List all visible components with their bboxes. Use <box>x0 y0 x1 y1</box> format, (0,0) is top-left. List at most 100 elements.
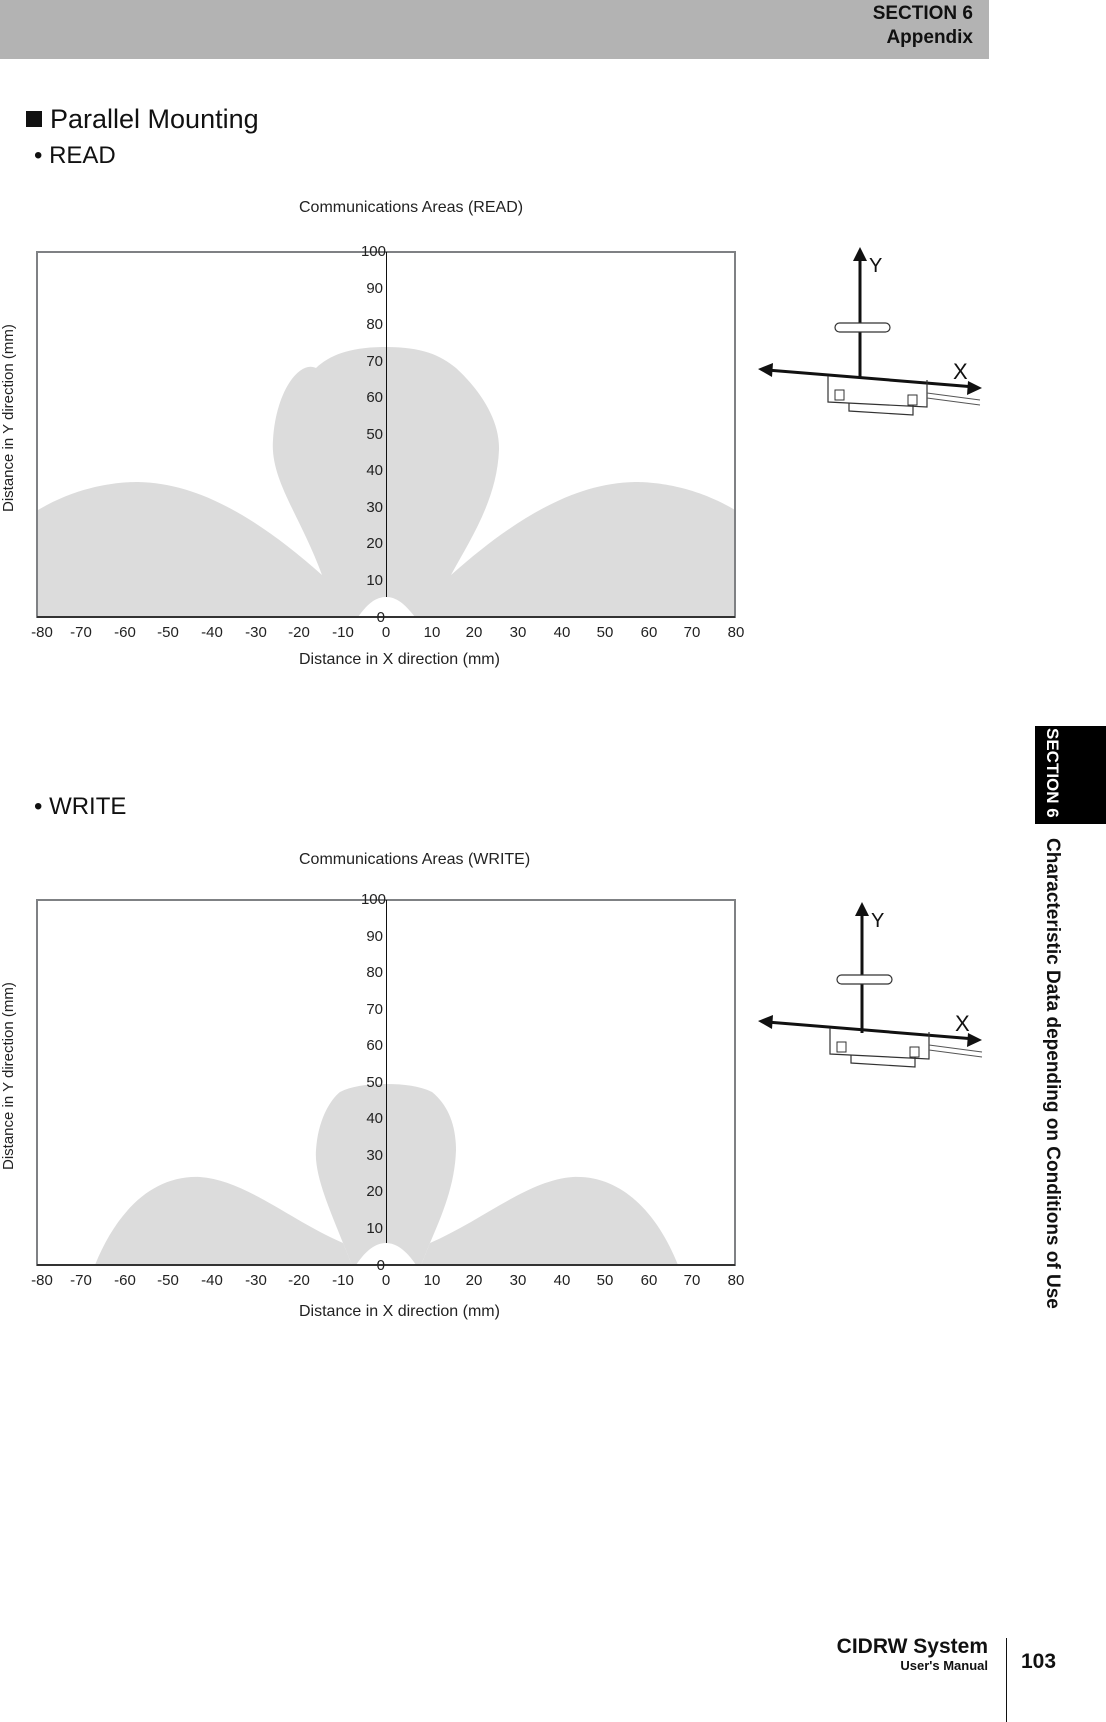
y-tick: 50 <box>366 426 383 443</box>
write-chart-title: Communications Areas (WRITE) <box>299 851 531 868</box>
side-section-tab <box>1035 726 1106 824</box>
x-tick: -80 <box>31 624 53 641</box>
y-tick: 70 <box>366 1001 383 1018</box>
read-dead-zone <box>358 597 415 617</box>
x-tick: 0 <box>382 1272 390 1289</box>
y-tick: 100 <box>361 243 386 260</box>
x-arrow-left-icon <box>758 1015 773 1029</box>
x-tick: 30 <box>510 1272 527 1289</box>
y-tick: 20 <box>366 1183 383 1200</box>
x-tick: -20 <box>288 1272 310 1289</box>
y-arrow-icon <box>855 902 869 916</box>
read-y-ticks: 0 10 20 30 40 50 60 70 80 90 100 <box>361 243 386 626</box>
y-tick: 70 <box>366 353 383 370</box>
y-axis-label: Y <box>869 255 882 277</box>
x-tick: 70 <box>684 624 701 641</box>
x-tick: -50 <box>157 1272 179 1289</box>
footer-manual-name: User's Manual <box>900 1658 988 1673</box>
x-tick: 30 <box>510 624 527 641</box>
section-header-bar: SECTION 6 Appendix <box>0 0 989 59</box>
read-right-lobe <box>430 482 735 617</box>
x-tick: 80 <box>728 624 745 641</box>
read-chart-title: Communications Areas (READ) <box>299 199 524 216</box>
x-tick: 60 <box>641 1272 658 1289</box>
read-x-ticks: -80 -70 -60 -50 -40 -30 -20 -10 0 10 20 … <box>31 624 744 641</box>
y-tick: 80 <box>366 316 383 333</box>
y-tick: 80 <box>366 964 383 981</box>
write-right-lobe <box>421 1176 678 1265</box>
x-tick: 10 <box>424 1272 441 1289</box>
footer-product: CIDRW System User's Manual <box>837 1636 988 1674</box>
y-tick: 20 <box>366 535 383 552</box>
y-tick: 30 <box>366 1147 383 1164</box>
x-tick: -60 <box>114 1272 136 1289</box>
side-tab-section-label: SECTION 6 <box>1043 728 1062 818</box>
write-left-lobe <box>95 1176 352 1265</box>
y-tick: 10 <box>366 1220 383 1237</box>
x-tick: 70 <box>684 1272 701 1289</box>
x-tick: -40 <box>201 624 223 641</box>
y-tick: 30 <box>366 499 383 516</box>
x-tick: -20 <box>288 624 310 641</box>
page-heading: Parallel Mounting <box>26 104 259 135</box>
y-tick: 40 <box>366 462 383 479</box>
y-tick: 10 <box>366 572 383 589</box>
y-tick: 60 <box>366 1037 383 1054</box>
x-tick: -50 <box>157 624 179 641</box>
x-arrow-right-icon <box>967 381 982 395</box>
x-tick: 40 <box>554 1272 571 1289</box>
section-header-text: SECTION 6 Appendix <box>873 2 973 50</box>
read-chart: -80 -70 -60 -50 -40 -30 -20 -10 0 10 20 … <box>31 243 744 641</box>
x-tick: -70 <box>70 624 92 641</box>
x-tick: -60 <box>114 624 136 641</box>
read-chart-plot-area <box>36 251 736 618</box>
y-tick: 50 <box>366 1074 383 1091</box>
page-number: 103 <box>1021 1650 1057 1673</box>
x-axis-label: X <box>953 359 968 384</box>
section-subtitle: Appendix <box>886 27 973 48</box>
y-arrow-icon <box>853 247 867 261</box>
y-tick: 40 <box>366 1110 383 1127</box>
x-tick: -30 <box>245 1272 267 1289</box>
read-subheading: • READ <box>34 142 116 169</box>
write-center-lobe <box>315 1084 456 1265</box>
x-tick: 80 <box>728 1272 745 1289</box>
x-tick: -10 <box>332 1272 354 1289</box>
read-mounting-diagram: Y X <box>758 247 982 416</box>
x-tick: 60 <box>641 624 658 641</box>
x-tick: -80 <box>31 1272 53 1289</box>
x-tick: -70 <box>70 1272 92 1289</box>
x-tick: -30 <box>245 624 267 641</box>
y-tick: 0 <box>377 609 385 626</box>
black-square-icon <box>26 111 42 127</box>
y-tick: 60 <box>366 389 383 406</box>
read-center-lobe <box>272 347 500 617</box>
read-left-lobe <box>38 482 343 617</box>
x-tick: 50 <box>597 624 614 641</box>
write-chart: -80 -70 -60 -50 -40 -30 -20 -10 0 10 20 … <box>31 891 744 1289</box>
y-axis-label: Y <box>871 910 884 932</box>
x-arrow-right-icon <box>967 1033 982 1047</box>
section-label: SECTION 6 <box>872 3 973 24</box>
write-y-ticks: 0 10 20 30 40 50 60 70 80 90 100 <box>361 891 386 1274</box>
write-chart-x-title: Distance in X direction (mm) <box>299 1303 500 1320</box>
x-tick: -10 <box>332 624 354 641</box>
x-arrow-left-icon <box>758 363 773 377</box>
y-tick: 0 <box>377 1257 385 1274</box>
write-dead-zone <box>356 1243 416 1265</box>
write-chart-plot-area <box>36 899 736 1266</box>
x-tick: 20 <box>466 624 483 641</box>
x-tick: 40 <box>554 624 571 641</box>
y-tick: 90 <box>366 928 383 945</box>
write-x-ticks: -80 -70 -60 -50 -40 -30 -20 -10 0 10 20 … <box>31 1272 744 1289</box>
write-mounting-diagram: Y X <box>758 902 983 1068</box>
y-tick: 100 <box>361 891 386 908</box>
x-tick: 20 <box>466 1272 483 1289</box>
x-tick: 10 <box>424 624 441 641</box>
side-tab-title: Characteristic Data depending on Conditi… <box>1042 838 1063 1309</box>
x-tick: -40 <box>201 1272 223 1289</box>
heading-text: Parallel Mounting <box>50 104 259 134</box>
x-axis-label: X <box>955 1011 970 1036</box>
footer-divider <box>1006 1638 1007 1722</box>
read-chart-x-title: Distance in X direction (mm) <box>299 651 500 668</box>
